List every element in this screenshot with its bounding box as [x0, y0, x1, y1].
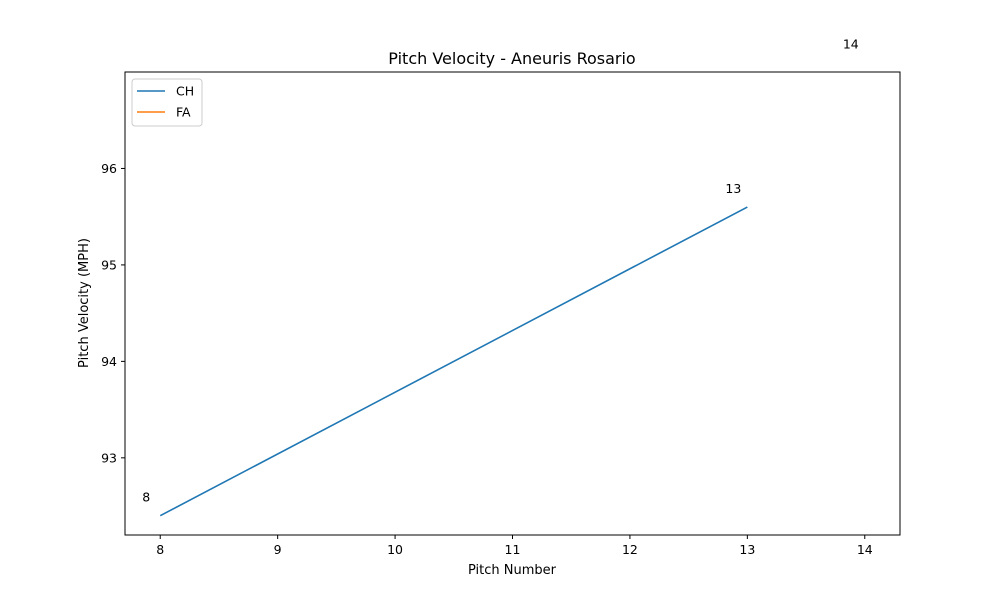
y-tick-label-93: 93: [101, 450, 117, 465]
x-tick-label-8: 8: [156, 542, 164, 557]
data-label-14: 14: [843, 36, 859, 51]
chart-title: Pitch Velocity - Aneuris Rosario: [388, 49, 635, 68]
data-label-13: 13: [725, 181, 741, 196]
x-tick-label-10: 10: [387, 542, 403, 557]
legend-label-fa: FA: [176, 105, 191, 120]
legend: CH FA: [131, 78, 203, 127]
x-tick-label-14: 14: [857, 542, 873, 557]
ticks-layer: 8 9 10 11 12 13 14 93 94 95 96: [101, 161, 873, 557]
annotation-layer: 8 13 14: [142, 36, 859, 504]
series-layer: [159, 206, 748, 517]
data-label-8: 8: [142, 490, 150, 505]
y-tick-label-94: 94: [101, 354, 117, 369]
x-tick-label-11: 11: [505, 542, 521, 557]
x-tick-label-13: 13: [739, 542, 755, 557]
plot-frame: [124, 71, 901, 536]
legend-items: CH FA: [137, 84, 194, 120]
x-tick-label-9: 9: [274, 542, 282, 557]
legend-label-ch: CH: [176, 84, 194, 99]
x-tick-label-12: 12: [622, 542, 638, 557]
x-axis-label: Pitch Number: [468, 563, 557, 578]
y-tick-label-96: 96: [101, 161, 117, 176]
y-tick-label-95: 95: [101, 257, 117, 272]
series-line-ch: [159, 206, 748, 517]
y-axis-label: Pitch Velocity (MPH): [77, 238, 92, 368]
